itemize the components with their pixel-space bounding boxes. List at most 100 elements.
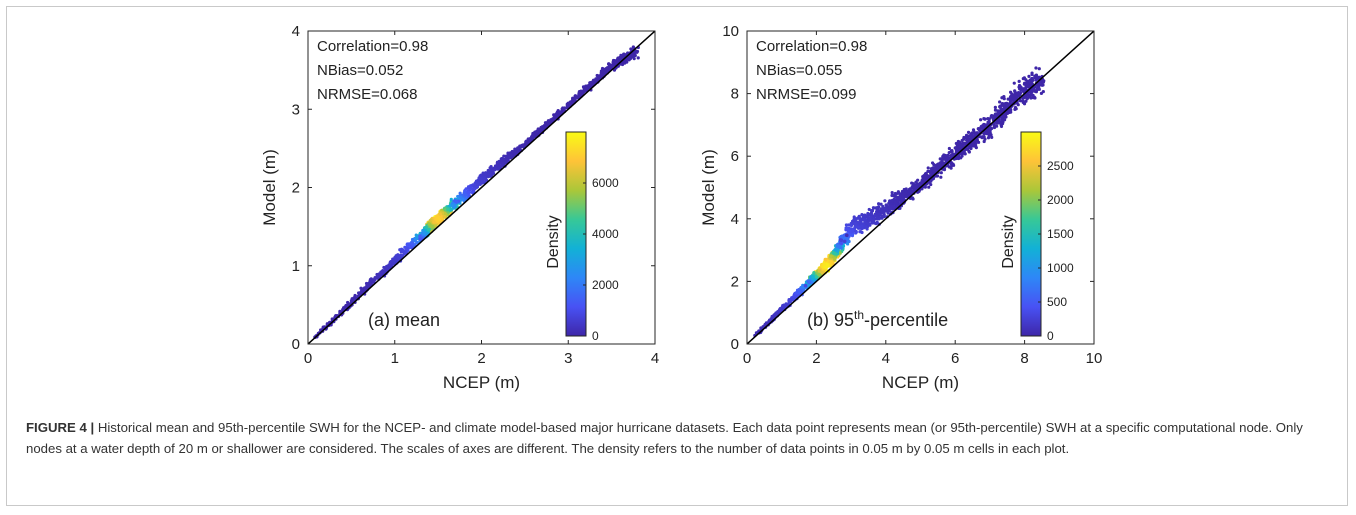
data-point <box>889 202 893 206</box>
data-point <box>467 194 472 198</box>
data-point <box>858 218 862 222</box>
data-point <box>947 150 951 155</box>
data-point <box>371 279 375 283</box>
data-point <box>1037 67 1041 71</box>
data-point <box>842 239 847 244</box>
data-point <box>1035 88 1039 92</box>
data-point <box>784 304 788 308</box>
data-point <box>403 245 407 249</box>
data-point <box>848 233 852 237</box>
data-point <box>963 142 967 146</box>
data-point <box>577 92 581 96</box>
figure-caption: FIGURE 4 | Historical mean and 95th-perc… <box>26 417 1326 459</box>
data-point <box>507 152 511 156</box>
data-point <box>946 153 950 157</box>
data-point <box>906 192 910 196</box>
data-point <box>932 163 936 167</box>
data-point <box>950 163 954 168</box>
data-point <box>956 139 960 144</box>
colorbar-tick-label: 1500 <box>1047 227 1074 241</box>
data-point <box>875 215 879 219</box>
data-point <box>568 101 573 105</box>
data-point <box>955 145 960 149</box>
data-point <box>1022 95 1026 100</box>
data-point <box>380 270 384 274</box>
x-tick-label: 0 <box>743 350 751 367</box>
data-point <box>967 149 971 153</box>
data-point <box>495 163 499 168</box>
data-point <box>927 174 931 178</box>
data-point <box>408 244 412 248</box>
data-point <box>989 133 993 137</box>
data-point <box>1030 89 1035 93</box>
data-point <box>857 214 861 218</box>
data-point <box>977 140 981 144</box>
data-point <box>879 202 883 206</box>
data-point <box>877 217 881 221</box>
data-point <box>487 170 491 174</box>
y-tick-label: 8 <box>731 86 739 103</box>
data-point <box>516 146 520 150</box>
data-point <box>990 135 994 140</box>
data-point <box>602 70 606 74</box>
data-point <box>525 141 529 145</box>
data-point <box>949 166 953 170</box>
data-point <box>780 308 784 312</box>
data-point <box>449 197 453 201</box>
data-point <box>1016 91 1020 95</box>
data-point <box>422 230 427 235</box>
data-point <box>495 160 500 164</box>
data-point <box>1022 82 1026 86</box>
data-point <box>862 218 866 222</box>
data-point <box>1000 96 1004 100</box>
data-point <box>979 118 983 122</box>
reference-line <box>308 31 655 344</box>
data-point <box>832 257 837 261</box>
data-point <box>870 221 875 225</box>
data-point <box>839 234 843 239</box>
x-tick-label: 6 <box>951 350 959 367</box>
data-point <box>926 166 930 170</box>
data-point <box>854 219 858 223</box>
data-point <box>943 153 948 158</box>
data-point <box>900 197 904 202</box>
data-point <box>856 225 860 230</box>
data-point <box>851 218 856 223</box>
data-point <box>960 154 964 158</box>
data-point <box>882 207 886 211</box>
colorbar-tick-label: 4000 <box>592 227 619 241</box>
data-point <box>1042 79 1046 83</box>
data-point <box>986 116 990 121</box>
data-point <box>611 58 616 63</box>
data-point <box>1041 90 1045 94</box>
data-point <box>983 117 987 121</box>
data-point <box>999 108 1003 112</box>
data-point <box>612 68 617 72</box>
data-point <box>591 80 595 84</box>
data-point <box>424 225 428 230</box>
y-tick-label: 6 <box>731 148 739 165</box>
data-point <box>607 62 611 66</box>
colorbar-tick-label: 2500 <box>1047 159 1074 173</box>
data-point <box>359 286 363 290</box>
data-point <box>789 297 793 302</box>
colorbar-tick-label: 500 <box>1047 295 1067 309</box>
data-point <box>438 212 442 216</box>
data-point <box>817 272 821 277</box>
data-point <box>399 247 404 251</box>
data-point <box>807 280 811 285</box>
data-point <box>993 108 998 112</box>
data-point <box>482 177 486 181</box>
data-point <box>1000 103 1004 107</box>
data-point <box>911 197 915 201</box>
data-point <box>1009 94 1013 99</box>
data-point <box>469 185 473 189</box>
stats-label: Correlation=0.98 <box>317 38 428 55</box>
data-point <box>608 65 612 69</box>
data-point <box>497 166 501 171</box>
data-point <box>971 141 975 146</box>
x-axis-label: NCEP (m) <box>882 373 959 392</box>
data-point <box>897 191 902 196</box>
y-tick-label: 10 <box>722 23 739 40</box>
data-point <box>914 184 918 189</box>
